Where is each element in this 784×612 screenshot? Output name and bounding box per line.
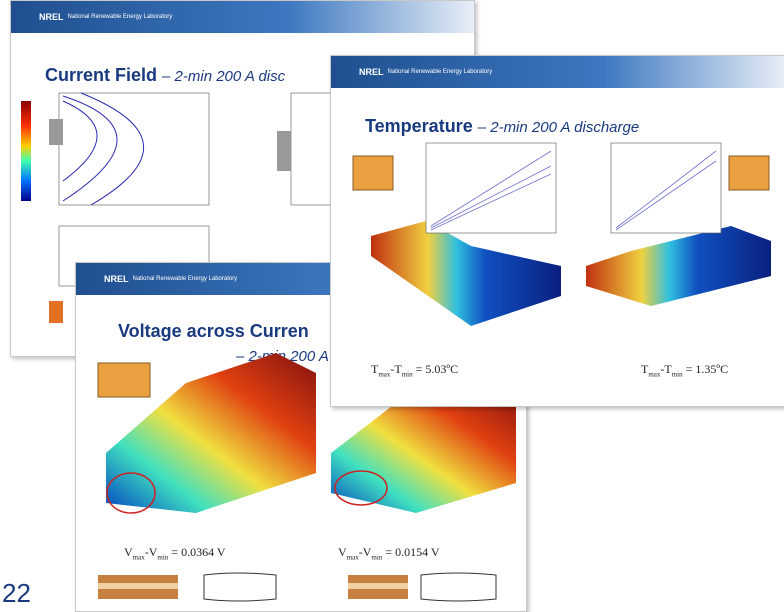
subscript: max: [346, 553, 359, 562]
plots: [352, 142, 771, 326]
slide-header: NREL National Renewable Energy Laboratory: [331, 56, 784, 88]
result: Tmax-Tmin = 5.03ºC: [371, 362, 458, 378]
symbol: -V: [358, 545, 372, 559]
slide-header: NREL National Renewable Energy Laboratory: [11, 1, 474, 33]
logo: NREL: [39, 12, 64, 22]
subscript: max: [378, 370, 391, 379]
result: Vmax-Vmin = 0.0154 V: [338, 545, 440, 561]
value: = 0.0364 V: [168, 545, 226, 559]
logo: NREL: [359, 67, 384, 77]
symbol: -T: [660, 362, 672, 376]
plots: [97, 353, 516, 602]
header-text: National Renewable Energy Laboratory: [132, 276, 238, 282]
result: Vmax-Vmin = 0.0364 V: [124, 545, 226, 561]
title-text: Current Field: [45, 65, 158, 85]
symbol: T: [641, 362, 649, 376]
symbol: -T: [390, 362, 402, 376]
subtitle: – 2-min 200 A discharge: [477, 119, 640, 136]
value: = 0.0154 V: [382, 545, 440, 559]
value: = 1.35ºC: [682, 362, 729, 376]
logo: NREL: [104, 274, 129, 284]
subscript: min: [401, 370, 413, 379]
subscript: min: [371, 553, 383, 562]
symbol: T: [371, 362, 379, 376]
subscript: min: [671, 370, 683, 379]
slide-temperature: NREL National Renewable Energy Laboratory…: [330, 55, 784, 407]
symbol: V: [124, 545, 133, 559]
header-text: National Renewable Energy Laboratory: [387, 69, 493, 75]
subtitle: – 2-min 200 A disc: [162, 68, 286, 85]
slide-title: Voltage across Curren: [118, 321, 309, 341]
subscript: max: [132, 553, 145, 562]
symbol: V: [338, 545, 347, 559]
page-number: 22: [2, 578, 31, 608]
header-text: National Renewable Energy Laboratory: [67, 14, 173, 20]
subscript: min: [157, 553, 169, 562]
title-text: Temperature: [365, 116, 473, 136]
result: Tmax-Tmin = 1.35ºC: [641, 362, 728, 378]
symbol: -V: [144, 545, 158, 559]
value: = 5.03ºC: [412, 362, 459, 376]
slide-title: Current Field – 2-min 200 A disc: [45, 65, 285, 86]
subscript: max: [648, 370, 661, 379]
slide-title: Temperature – 2-min 200 A discharge: [365, 116, 639, 137]
